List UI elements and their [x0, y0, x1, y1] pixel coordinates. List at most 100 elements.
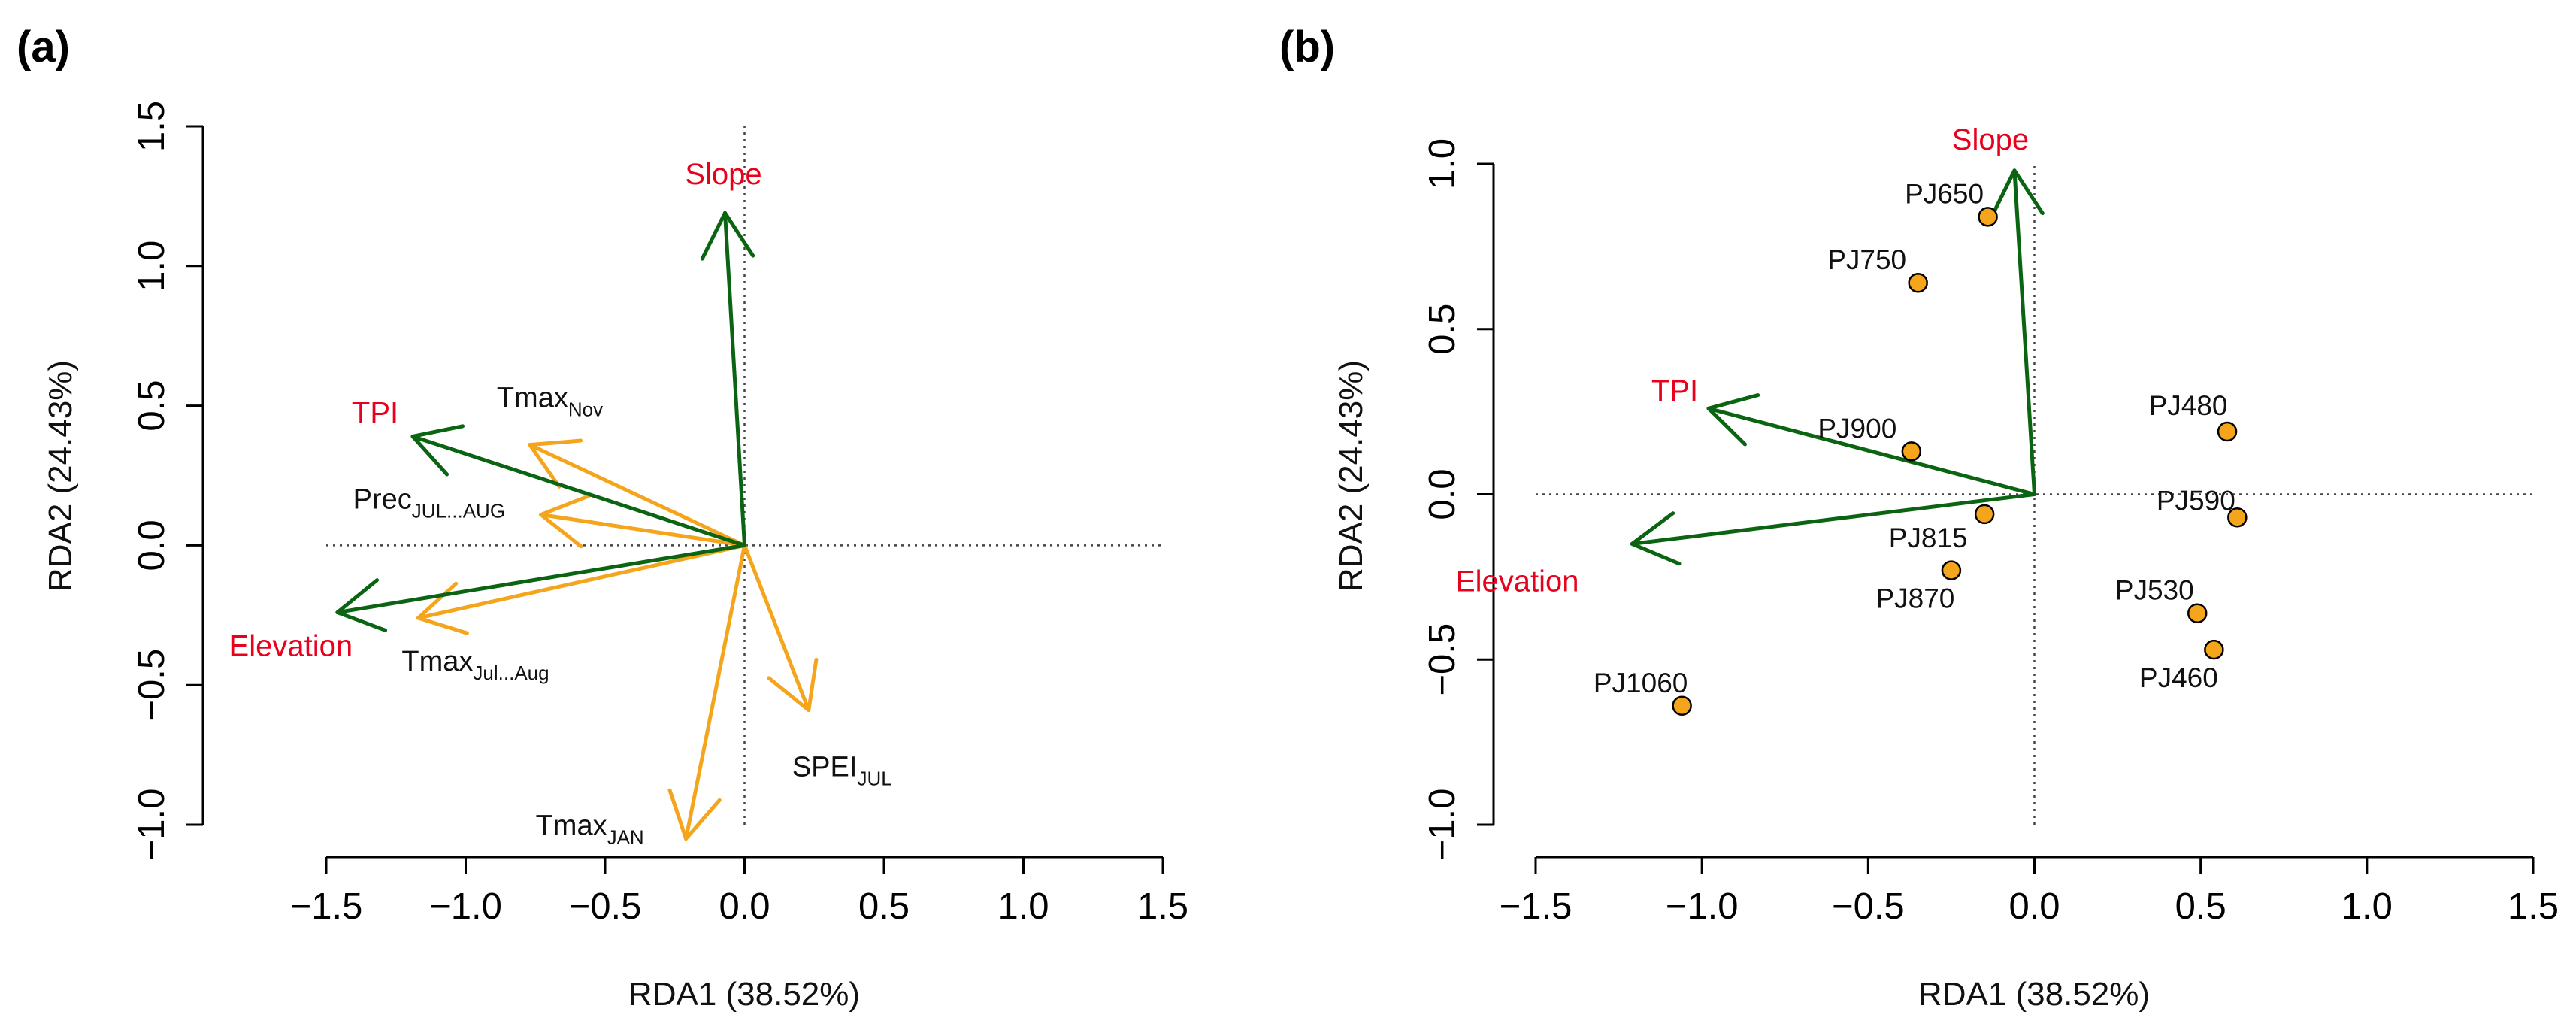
- constraint-label-slope: Slope: [685, 158, 761, 191]
- y-tick-label: −0.5: [1422, 623, 1463, 696]
- variable-arrow-tmax-jul-aug-shaft: [416, 543, 746, 620]
- variable-arrow-tmax-jan-shaft: [684, 543, 746, 841]
- y-tick-label: 1.0: [132, 241, 172, 292]
- x-tick-label: 0.5: [858, 886, 910, 927]
- variable-label-main: Tmax: [401, 646, 473, 677]
- variable-arrow-tmax-nov-shaft: [528, 443, 746, 547]
- x-tick-label: −1.5: [1500, 886, 1573, 927]
- site-label-pj480: PJ480: [2149, 390, 2228, 421]
- x-tick-label: −1.5: [290, 886, 363, 927]
- variable-label-main: SPEI: [792, 752, 858, 783]
- variable-label-spei-jul: SPEIJUL: [792, 752, 892, 790]
- site-point-pj1060: [1672, 695, 1692, 716]
- panel-b-triplot: (b) −1.5 −1.0 −0.5 0.0 0.5 1.0 1.5 −1.0 −0.5 0.0 0.…: [1279, 23, 2559, 1013]
- constraint-arrow-tpi: [410, 424, 746, 547]
- site-point-pj900: [1901, 441, 1922, 462]
- site-point-pj750: [1908, 272, 1928, 293]
- y-tick-label: 0.5: [132, 380, 172, 432]
- variable-label-subscript: JAN: [607, 826, 644, 849]
- constraint-arrow-slope-head: [1990, 168, 2045, 219]
- variable-arrow-tmax-jan-head: [667, 788, 722, 841]
- variable-label-subscript: Jul...Aug: [473, 662, 549, 684]
- constraint-arrow-tpi-head: [410, 424, 465, 477]
- y-axis-title: RDA2 (24.43%): [1333, 360, 1370, 592]
- x-tick-label: −1.0: [1666, 886, 1739, 927]
- variable-arrow-spei-jul-head: [767, 657, 819, 713]
- variable-label-tmax-nov: TmaxNov: [497, 383, 603, 421]
- constraint-arrow-tpi-head: [1706, 393, 1760, 447]
- site-label-pj815: PJ815: [1889, 523, 1968, 553]
- constraint-label-elevation: Elevation: [229, 630, 353, 663]
- constraint-arrow-elevation-head: [335, 578, 388, 632]
- site-label-pj460: PJ460: [2139, 662, 2218, 693]
- variable-arrow-spei-jul-shaft: [743, 543, 811, 713]
- site-point-pj815: [1974, 504, 1995, 525]
- site-label-pj900: PJ900: [1818, 413, 1896, 444]
- x-tick-label: −1.0: [429, 886, 502, 927]
- x-axis-title: RDA1 (38.52%): [1918, 976, 2150, 1013]
- x-tick-label: 1.5: [2508, 886, 2559, 927]
- site-label-pj870: PJ870: [1875, 583, 1954, 614]
- variable-arrow-tmax-jan: [667, 543, 746, 841]
- constraint-label-tpi: TPI: [352, 396, 398, 429]
- y-tick-label: −0.5: [132, 649, 172, 722]
- variable-label-main: Prec: [353, 484, 412, 516]
- site-point-pj870: [1941, 560, 1962, 580]
- x-tick-label: −0.5: [1832, 886, 1905, 927]
- y-axis-title: RDA2 (24.43%): [42, 360, 79, 592]
- variable-label-tmax-jul-aug: TmaxJul...Aug: [401, 646, 549, 684]
- x-tick-label: 1.5: [1137, 886, 1188, 927]
- constraint-arrow-slope-shaft: [723, 211, 746, 547]
- site-label-pj750: PJ750: [1827, 244, 1906, 275]
- site-label-pj590: PJ590: [2157, 485, 2235, 516]
- x-tick-label: 1.0: [997, 886, 1049, 927]
- y-tick-label: −1.0: [132, 789, 172, 862]
- constraint-arrow-tpi-shaft: [1706, 406, 2036, 496]
- variable-label-subscript: JUL: [857, 768, 891, 790]
- variable-label-prec-jul-aug: PrecJUL...AUG: [353, 484, 505, 523]
- variable-arrow-prec-jul-aug-head: [539, 494, 591, 549]
- constraint-arrow-slope-shaft: [2012, 168, 2036, 496]
- variable-label-tmax-jan: TmaxJAN: [536, 810, 644, 849]
- panel-a-biplot: (a) −1.5 −1.0 −0.5 0.0 0.5 1.0 1.5 −1.0 −0.5 0.0 0.…: [17, 23, 1188, 1013]
- variable-label-subscript: JUL...AUG: [412, 500, 505, 523]
- y-tick-label: −1.0: [1422, 789, 1463, 862]
- y-tick-label: 1.0: [1422, 138, 1463, 189]
- y-tick-label: 1.5: [132, 101, 172, 152]
- constraint-arrow-tpi: [1706, 393, 2036, 496]
- x-tick-label: 1.0: [2341, 886, 2393, 927]
- constraint-arrow-elevation: [1630, 492, 2036, 566]
- constraint-arrow-slope: [1990, 168, 2045, 496]
- y-tick-label: 0.0: [1422, 468, 1463, 520]
- constraint-arrow-elevation-head: [1630, 511, 1682, 566]
- site-point-pj650: [1978, 207, 1998, 227]
- x-axis-title: RDA1 (38.52%): [628, 976, 860, 1013]
- variable-arrow-tmax-nov: [528, 438, 746, 547]
- site-point-pj590: [2227, 507, 2248, 528]
- variable-arrow-tmax-nov-head: [528, 438, 583, 489]
- constraint-label-slope: Slope: [1952, 123, 2029, 156]
- site-label-pj530: PJ530: [2115, 575, 2194, 606]
- site-point-pj530: [2187, 603, 2208, 623]
- constraint-label-tpi: TPI: [1651, 374, 1698, 407]
- constraint-arrow-elevation-shaft: [1630, 492, 2036, 546]
- site-point-pj480: [2217, 421, 2238, 442]
- x-tick-label: 0.5: [2175, 886, 2226, 927]
- x-tick-label: −0.5: [569, 886, 642, 927]
- site-label-pj1060: PJ1060: [1594, 668, 1688, 698]
- site-label-pj650: PJ650: [1905, 178, 1984, 209]
- constraint-arrow-slope-head: [700, 211, 755, 261]
- constraint-arrow-elevation: [335, 543, 746, 632]
- constraint-label-elevation: Elevation: [1455, 565, 1579, 598]
- x-tick-label: 0.0: [719, 886, 770, 927]
- variable-arrow-spei-jul: [743, 543, 819, 713]
- x-tick-label: 0.0: [2008, 886, 2060, 927]
- constraint-arrow-tpi-shaft: [410, 434, 746, 547]
- variable-label-main: Tmax: [536, 810, 607, 842]
- constraint-arrow-slope: [700, 211, 755, 547]
- variable-label-main: Tmax: [497, 383, 568, 414]
- panel-label: (b): [1279, 23, 1335, 71]
- variable-arrow-prec-jul-aug-shaft: [539, 513, 746, 547]
- y-tick-label: 0.5: [1422, 304, 1463, 355]
